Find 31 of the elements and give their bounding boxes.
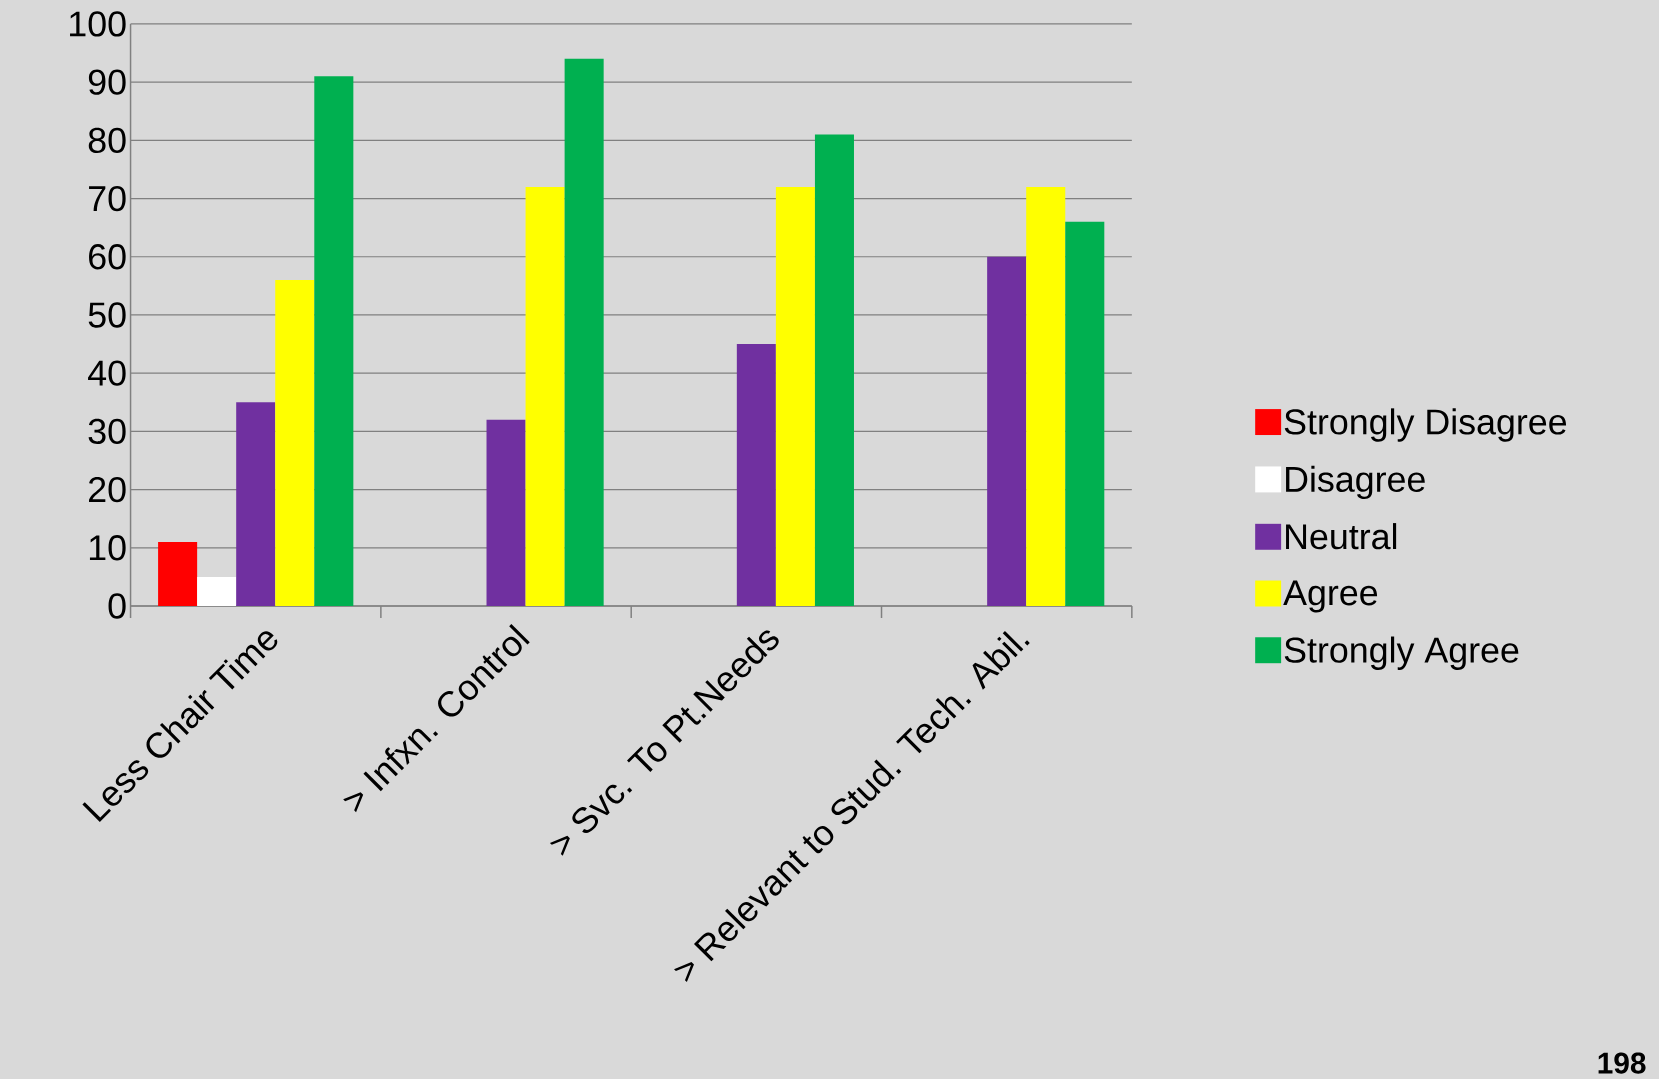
legend-label: Disagree: [1286, 465, 1425, 499]
y-tick-label: 20: [89, 476, 126, 503]
legend-label: Strongly Disagree: [1284, 408, 1567, 442]
y-tick-label: 100: [70, 11, 126, 37]
bar: [775, 186, 815, 606]
y-tick-label: 70: [89, 185, 126, 212]
legend-label: Neutral: [1286, 522, 1397, 550]
bar: [158, 541, 198, 606]
y-tick-label: 30: [88, 418, 126, 444]
bar: [736, 343, 776, 606]
y-tick-label: 80: [88, 127, 126, 153]
bar: [1026, 186, 1066, 606]
bar: [525, 186, 565, 606]
legend-label: Agree: [1283, 580, 1378, 613]
y-tick-label: 10: [89, 535, 126, 561]
y-tick-label: 90: [88, 69, 126, 95]
bar: [314, 76, 354, 606]
bar: [987, 256, 1027, 606]
text: 198: [1598, 1052, 1646, 1074]
bar: [1065, 221, 1105, 606]
bar: [236, 402, 276, 606]
bar: [486, 419, 526, 606]
bar: [564, 58, 604, 606]
bar: [275, 279, 315, 606]
y-tick-label: 60: [89, 244, 126, 270]
bar: [814, 134, 854, 606]
bar: [197, 576, 237, 606]
legend-label: Strongly Agree: [1284, 636, 1519, 670]
y-tick-label: 50: [88, 302, 126, 328]
y-tick-label: 0: [108, 593, 126, 619]
y-tick-label: 40: [88, 360, 126, 386]
